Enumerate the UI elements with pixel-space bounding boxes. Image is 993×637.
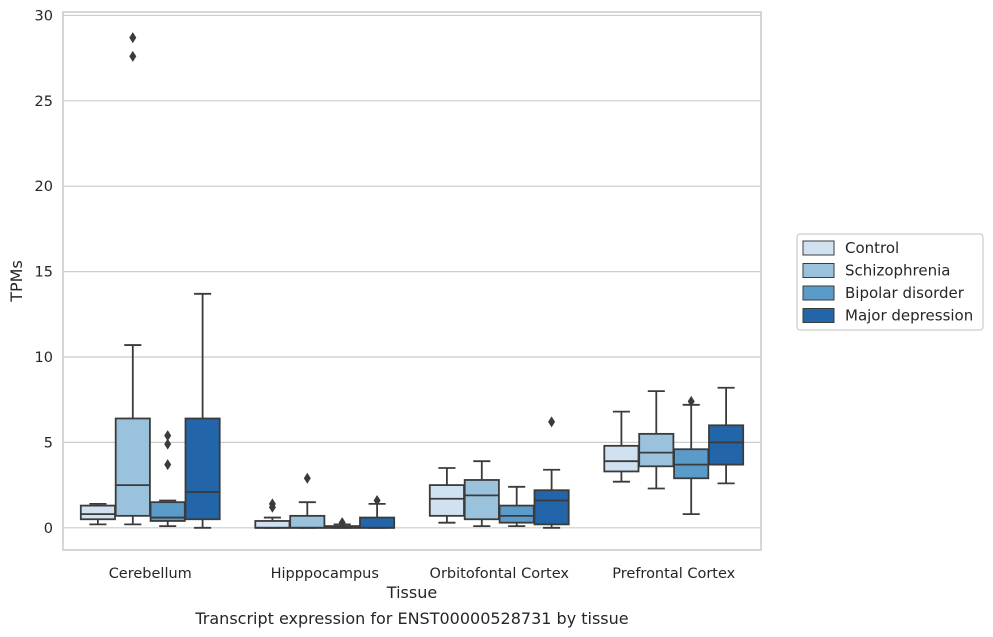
box (359, 516, 396, 529)
box (428, 484, 465, 517)
legend: Control Schizophrenia Bipolar disorder Majo… (796, 233, 984, 331)
outlier-point (687, 395, 695, 407)
box-group (603, 410, 640, 483)
box (708, 424, 745, 466)
grid-lines (63, 14, 761, 529)
box (289, 514, 326, 529)
legend-swatch (802, 263, 835, 278)
box-group (324, 517, 361, 529)
y-tick-labels: 0 5 10 15 20 25 30 (35, 8, 53, 536)
x-tick-label: Prefrontal Cortex (612, 566, 735, 582)
box (254, 520, 291, 529)
y-tick-label: 10 (35, 350, 53, 366)
legend-swatch (802, 308, 835, 323)
box (533, 489, 570, 526)
outlier-point (129, 32, 137, 44)
x-tick-label: Orbitofontal Cortex (430, 566, 570, 582)
chart-caption: Transcript expression for ENST0000052873… (194, 609, 628, 628)
outlier-point (373, 494, 381, 506)
box-group (254, 498, 291, 529)
box (463, 479, 500, 521)
outlier-point (548, 416, 556, 428)
box (498, 504, 535, 524)
box-group (498, 485, 535, 527)
box-group (114, 32, 151, 526)
box-group (428, 467, 465, 524)
box-group (79, 502, 116, 526)
legend-label: Schizophrenia (845, 262, 950, 280)
outlier-point (164, 430, 172, 442)
legend-swatch (802, 240, 835, 256)
box-group (638, 390, 675, 490)
series-major-depression (184, 292, 745, 529)
box-group (359, 494, 396, 529)
outlier-point (164, 459, 172, 471)
legend-swatch (802, 285, 835, 301)
box (184, 417, 221, 521)
legend-entry: Schizophrenia (802, 262, 950, 280)
y-tick-label: 20 (35, 179, 53, 195)
x-tick-label: Cerebellum (109, 566, 192, 582)
outlier-point (164, 438, 172, 450)
box-group (708, 386, 745, 485)
outlier-point (129, 50, 137, 62)
series-schizophrenia (114, 32, 675, 529)
x-axis-label: Tissue (386, 583, 437, 602)
box-group (673, 395, 710, 516)
y-tick-label: 15 (35, 265, 53, 281)
y-tick-label: 30 (35, 8, 53, 24)
outlier-point (268, 498, 276, 510)
x-tick-label: Hipppocampus (271, 566, 379, 582)
y-axis-label: TPMs (7, 260, 26, 303)
box (603, 444, 640, 473)
legend-label: Major depression (845, 307, 973, 325)
outlier-point (338, 517, 346, 529)
box-series (79, 32, 745, 529)
plot-frame (62, 11, 762, 551)
box-group (149, 430, 186, 527)
legend-entry: Bipolar disorder (802, 284, 965, 302)
outlier-point (303, 472, 311, 484)
legend-label: Control (845, 239, 899, 257)
box-group (463, 460, 500, 527)
box-group (184, 292, 221, 529)
series-control (79, 410, 640, 529)
box-group (533, 416, 570, 529)
legend-entry: Major depression (802, 307, 973, 325)
x-tick-labels: Cerebellum Hipppocampus Orbitofontal Corte… (109, 566, 736, 582)
box (114, 417, 151, 517)
series-bipolar-disorder (149, 395, 710, 529)
legend-entry: Control (802, 239, 899, 257)
box (638, 432, 675, 468)
y-tick-label: 25 (35, 94, 53, 110)
box (79, 504, 116, 521)
y-tick-label: 0 (44, 521, 53, 537)
box-group (289, 472, 326, 529)
legend-label: Bipolar disorder (845, 284, 965, 302)
y-tick-label: 5 (44, 435, 53, 451)
legend-frame (796, 233, 984, 331)
